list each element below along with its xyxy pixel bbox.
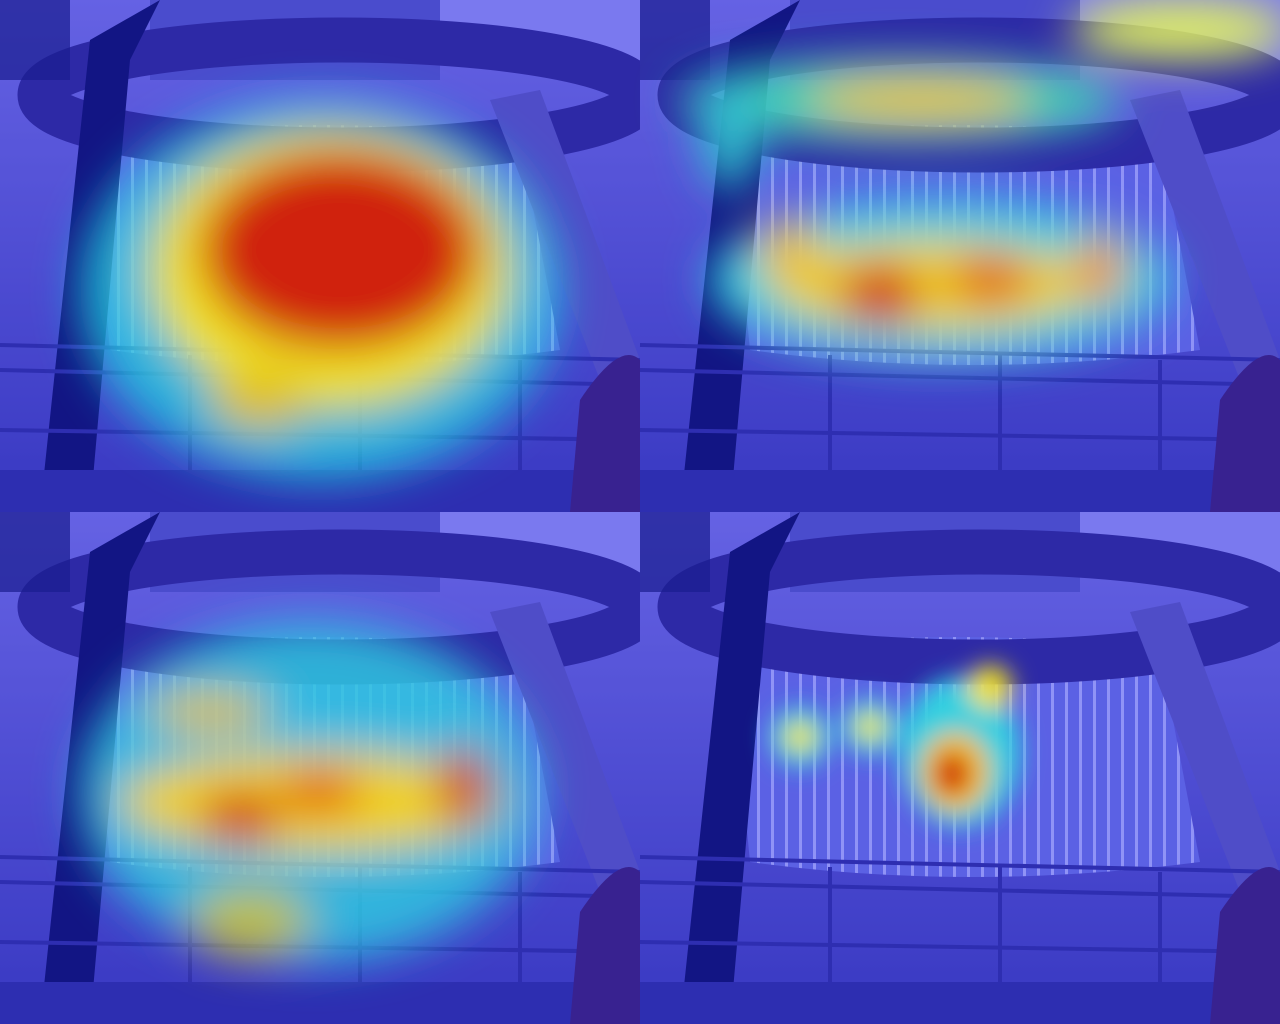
- panel: [640, 0, 1280, 512]
- heat: [80, 100, 560, 480]
- panel: [640, 512, 1280, 1024]
- heat: [80, 622, 540, 962]
- heat: [680, 0, 1280, 360]
- heat: [770, 665, 1020, 827]
- panel: [0, 0, 640, 512]
- panel: [0, 512, 640, 1024]
